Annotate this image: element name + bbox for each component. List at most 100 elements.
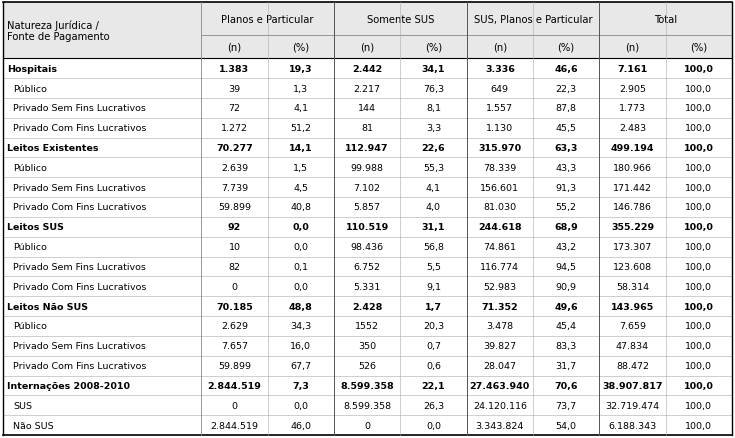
Text: 48,8: 48,8 (289, 302, 312, 311)
Text: 2.844.519: 2.844.519 (210, 420, 259, 430)
Bar (467, 336, 533, 356)
Text: 7.102: 7.102 (354, 183, 381, 192)
Bar (201, 396, 268, 415)
Bar (666, 297, 732, 316)
Bar (201, 277, 268, 297)
Text: (%): (%) (293, 43, 309, 53)
Text: 2.442: 2.442 (352, 64, 382, 74)
Text: 73,7: 73,7 (556, 401, 577, 410)
Text: 5.857: 5.857 (354, 203, 381, 212)
Text: 72: 72 (229, 104, 240, 113)
Text: 0,7: 0,7 (426, 342, 441, 350)
Text: 0,0: 0,0 (293, 401, 308, 410)
Text: Leitos Não SUS: Leitos Não SUS (7, 302, 88, 311)
Bar (666, 336, 732, 356)
Bar (201, 257, 268, 277)
Bar (401, 376, 467, 396)
Bar (401, 119, 467, 138)
Bar (201, 158, 268, 178)
Bar (599, 415, 666, 435)
Bar (201, 119, 268, 138)
Bar (3, 178, 201, 198)
Bar (334, 217, 401, 237)
Text: 110.519: 110.519 (345, 223, 389, 232)
Bar (467, 376, 533, 396)
Bar (3, 415, 201, 435)
Text: 2.428: 2.428 (352, 302, 382, 311)
Bar (3, 158, 201, 178)
Text: SUS, Planos e Particular: SUS, Planos e Particular (473, 14, 592, 25)
Bar (533, 36, 599, 59)
Bar (467, 36, 533, 59)
Text: 6.752: 6.752 (354, 262, 381, 272)
Bar (268, 237, 334, 257)
Bar (334, 198, 401, 217)
Text: 100,0: 100,0 (685, 124, 712, 133)
Bar (3, 336, 201, 356)
Text: 54,0: 54,0 (556, 420, 577, 430)
Text: 7.657: 7.657 (221, 342, 248, 350)
Bar (467, 59, 533, 79)
Bar (599, 297, 666, 316)
Bar (533, 36, 599, 59)
Bar (201, 297, 268, 316)
Text: 8.599.358: 8.599.358 (340, 381, 394, 390)
Text: 3.478: 3.478 (487, 322, 513, 331)
Text: 7,3: 7,3 (293, 381, 309, 390)
Bar (599, 138, 666, 158)
Bar (467, 336, 533, 356)
Bar (401, 79, 467, 99)
Bar (533, 79, 599, 99)
Bar (599, 59, 666, 79)
Bar (401, 99, 467, 119)
Bar (467, 198, 533, 217)
Bar (201, 158, 268, 178)
Bar (599, 336, 666, 356)
Bar (334, 336, 401, 356)
Text: 55,2: 55,2 (556, 203, 577, 212)
Bar (401, 237, 467, 257)
Bar (201, 198, 268, 217)
Text: 649: 649 (491, 85, 509, 93)
Text: 1.383: 1.383 (219, 64, 249, 74)
Bar (268, 316, 334, 336)
Bar (268, 119, 334, 138)
Text: 31,7: 31,7 (556, 361, 577, 370)
Text: 59.899: 59.899 (218, 361, 251, 370)
Bar (201, 237, 268, 257)
Text: (%): (%) (690, 43, 707, 53)
Text: 100,0: 100,0 (685, 282, 712, 291)
Bar (3, 59, 201, 79)
Bar (334, 257, 401, 277)
Text: 1.272: 1.272 (221, 124, 248, 133)
Bar (334, 297, 401, 316)
Bar (467, 79, 533, 99)
Bar (201, 415, 268, 435)
Bar (201, 277, 268, 297)
Bar (666, 198, 732, 217)
Bar (3, 99, 201, 119)
Bar (268, 138, 334, 158)
Bar (533, 415, 599, 435)
Bar (201, 356, 268, 376)
Text: 58.314: 58.314 (616, 282, 649, 291)
Bar (3, 198, 201, 217)
Bar (201, 257, 268, 277)
Bar (201, 336, 268, 356)
Bar (599, 257, 666, 277)
Bar (401, 316, 467, 336)
Bar (666, 277, 732, 297)
Text: (n): (n) (227, 43, 242, 53)
Bar (201, 316, 268, 336)
Bar (467, 59, 533, 79)
Text: 1.130: 1.130 (487, 124, 513, 133)
Bar (401, 217, 467, 237)
Text: 2.629: 2.629 (221, 322, 248, 331)
Bar (666, 316, 732, 336)
Bar (666, 198, 732, 217)
Bar (599, 3, 732, 36)
Bar (268, 119, 334, 138)
Text: 0,0: 0,0 (293, 243, 308, 251)
Text: 123.608: 123.608 (613, 262, 652, 272)
Bar (666, 138, 732, 158)
